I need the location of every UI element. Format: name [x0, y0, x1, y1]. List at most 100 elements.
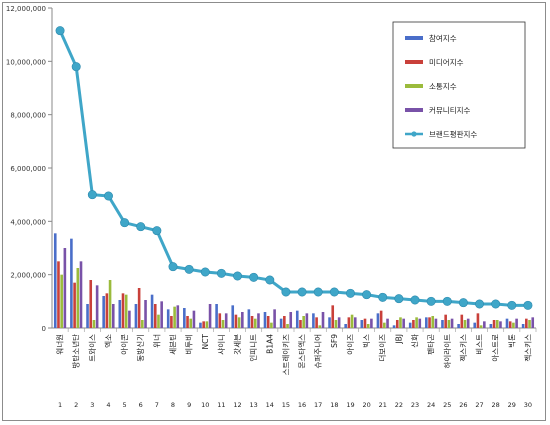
- rank-label: 21: [379, 401, 387, 409]
- bar-2-19: [347, 317, 351, 328]
- x-category-label: 갓세븐: [232, 334, 242, 355]
- bar-2-21: [379, 310, 383, 328]
- rank-label: 1: [58, 401, 62, 409]
- bar-4-23: [418, 318, 422, 328]
- reputation-point-30: [523, 300, 533, 310]
- y-tick-label: 10,000,000: [6, 58, 46, 66]
- reputation-point-8: [168, 262, 178, 272]
- reputation-point-14: [265, 275, 275, 285]
- bar-3-23: [415, 317, 418, 328]
- reputation-point-17: [313, 287, 323, 297]
- bar-4-13: [257, 313, 260, 328]
- bar-3-15: [286, 324, 289, 328]
- bar-3-10: [205, 321, 209, 328]
- bar-4-16: [305, 313, 309, 328]
- bar-2-6: [137, 288, 141, 328]
- x-category-label: 트와이스: [87, 334, 97, 362]
- x-category-label: B1A4: [265, 334, 274, 354]
- x-category-label: 아스트로: [490, 334, 500, 362]
- reputation-point-29: [507, 300, 517, 310]
- reputation-point-4: [103, 191, 113, 201]
- rank-label: 25: [443, 401, 451, 409]
- bar-1-20: [360, 320, 364, 328]
- rank-label: 10: [201, 401, 209, 409]
- x-category-label: 하이라이트: [442, 334, 452, 369]
- reputation-point-13: [249, 272, 259, 282]
- x-category-label: JBJ: [394, 334, 403, 345]
- x-category-label: 신화: [411, 334, 420, 348]
- rank-label: 13: [250, 401, 258, 409]
- bar-2-7: [153, 304, 157, 328]
- bar-1-18: [328, 317, 331, 328]
- bar-1-14: [263, 312, 267, 328]
- bar-4-26: [466, 318, 470, 328]
- reputation-point-25: [442, 296, 452, 306]
- bar-3-8: [173, 306, 176, 328]
- bar-3-21: [383, 322, 386, 328]
- rank-label: 23: [411, 401, 419, 409]
- bar-1-29: [505, 318, 509, 328]
- x-category-label: 젝스키스: [522, 334, 532, 362]
- bar-4-22: [402, 318, 405, 328]
- bar-2-12: [234, 314, 238, 328]
- bar-2-4: [105, 293, 109, 328]
- reputation-point-23: [410, 295, 420, 305]
- reputation-point-10: [200, 267, 210, 277]
- bar-3-5: [124, 294, 128, 328]
- x-category-label: 방탄소년단: [71, 334, 81, 369]
- reputation-point-11: [216, 268, 226, 278]
- x-category-label: 세븐틴: [168, 334, 178, 355]
- bar-3-7: [157, 314, 160, 328]
- y-tick-label: 12,000,000: [6, 5, 46, 13]
- bar-1-27: [473, 322, 477, 328]
- y-tick-label: 8,000,000: [10, 112, 46, 120]
- bar-4-1: [63, 248, 67, 328]
- bar-4-6: [144, 300, 147, 328]
- x-category-label: 워너원: [55, 334, 65, 355]
- bar-4-12: [241, 312, 244, 328]
- bar-3-3: [92, 320, 96, 328]
- reputation-point-15: [281, 287, 291, 297]
- x-category-label: 빅스: [362, 334, 371, 348]
- bar-4-19: [353, 317, 357, 328]
- bar-3-13: [253, 318, 257, 328]
- reputation-point-2: [71, 62, 81, 72]
- rank-label: 22: [395, 401, 403, 409]
- reputation-point-12: [233, 271, 243, 281]
- bar-3-1: [60, 274, 63, 328]
- bar-1-30: [521, 324, 525, 328]
- bar-2-28: [492, 320, 496, 328]
- reputation-point-16: [297, 287, 307, 297]
- x-category-label: 더보이즈: [377, 334, 387, 362]
- rank-label: 30: [524, 401, 532, 409]
- reputation-point-27: [475, 299, 485, 309]
- rank-label: 20: [362, 401, 370, 409]
- rank-label: 15: [282, 401, 290, 409]
- x-category-label: 샤이니: [216, 334, 226, 355]
- bar-2-29: [508, 321, 512, 328]
- bar-3-14: [270, 322, 273, 328]
- y-tick-label: 2,000,000: [10, 272, 46, 280]
- rank-label: 12: [233, 401, 241, 409]
- bar-2-10: [202, 321, 205, 328]
- bar-2-1: [57, 261, 60, 328]
- bar-2-18: [331, 305, 335, 328]
- bar-1-7: [150, 294, 154, 328]
- reputation-point-1: [55, 26, 65, 36]
- bar-1-11: [215, 304, 218, 328]
- bar-2-9: [186, 316, 189, 328]
- bar-1-23: [408, 322, 412, 328]
- x-category-label: SF9: [330, 334, 339, 348]
- x-category-label: 몬스타엑스: [297, 334, 307, 369]
- rank-label: 16: [298, 401, 306, 409]
- bar-2-27: [476, 313, 480, 328]
- legend-swatch-1: [405, 36, 423, 40]
- bar-2-8: [170, 316, 173, 328]
- bar-1-8: [166, 309, 170, 328]
- x-category-label: 빅톤: [507, 334, 516, 348]
- legend-swatch-4: [405, 108, 423, 112]
- bar-2-3: [89, 280, 93, 328]
- bar-4-15: [289, 312, 293, 328]
- bar-3-29: [512, 322, 515, 328]
